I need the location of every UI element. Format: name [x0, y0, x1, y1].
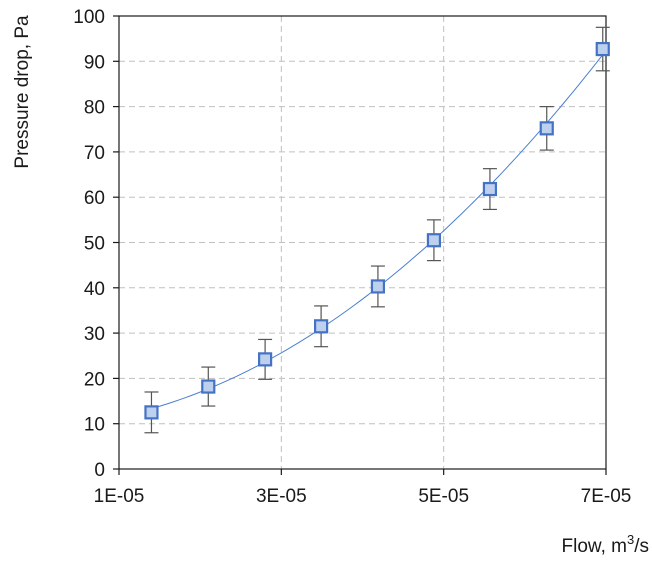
data-point [144, 405, 159, 420]
y-tick-label: 0 [94, 460, 105, 481]
y-tick-label: 10 [84, 415, 105, 436]
x-tick-label: 5E-05 [418, 486, 469, 507]
tick-labels: 0 10 20 30 40 50 60 70 80 90 100 1E-05 3E-05 5E-05 7E-… [73, 7, 631, 507]
x-tick-label: 1E-05 [94, 486, 145, 507]
y-tick-label: 30 [84, 324, 105, 345]
y-tick-label: 50 [84, 234, 105, 255]
data-point [201, 379, 216, 394]
x-axis-title-text: Flow, m [562, 536, 627, 557]
trendline-path [151, 54, 604, 410]
y-tick-label: 40 [84, 279, 105, 300]
data-point [314, 319, 329, 334]
data-points [144, 41, 610, 420]
x-tick-label: 3E-05 [256, 486, 307, 507]
x-axis-title: Flow, m3/s [562, 532, 649, 557]
data-point [426, 233, 442, 248]
y-tick-label: 20 [84, 369, 105, 390]
y-axis-title: Pressure drop, Pa [12, 15, 33, 169]
y-tick-label: 80 [84, 98, 105, 119]
error-bars [144, 26, 610, 434]
y-tick-label: 90 [84, 52, 105, 73]
y-tick-label: 100 [73, 7, 105, 28]
gridlines [119, 16, 606, 469]
y-tick-label: 60 [84, 188, 105, 209]
y-tick-label: 70 [84, 143, 105, 164]
axes [113, 15, 607, 475]
x-tick-label: 7E-05 [581, 486, 632, 507]
data-point [482, 181, 498, 197]
trendline [151, 54, 604, 410]
data-point [370, 279, 386, 294]
data-point [539, 121, 554, 136]
data-point [258, 352, 273, 367]
data-point [595, 41, 610, 57]
x-axis-title-superscript: 3 [627, 532, 634, 547]
x-axis-title-unit: /s [634, 536, 649, 557]
